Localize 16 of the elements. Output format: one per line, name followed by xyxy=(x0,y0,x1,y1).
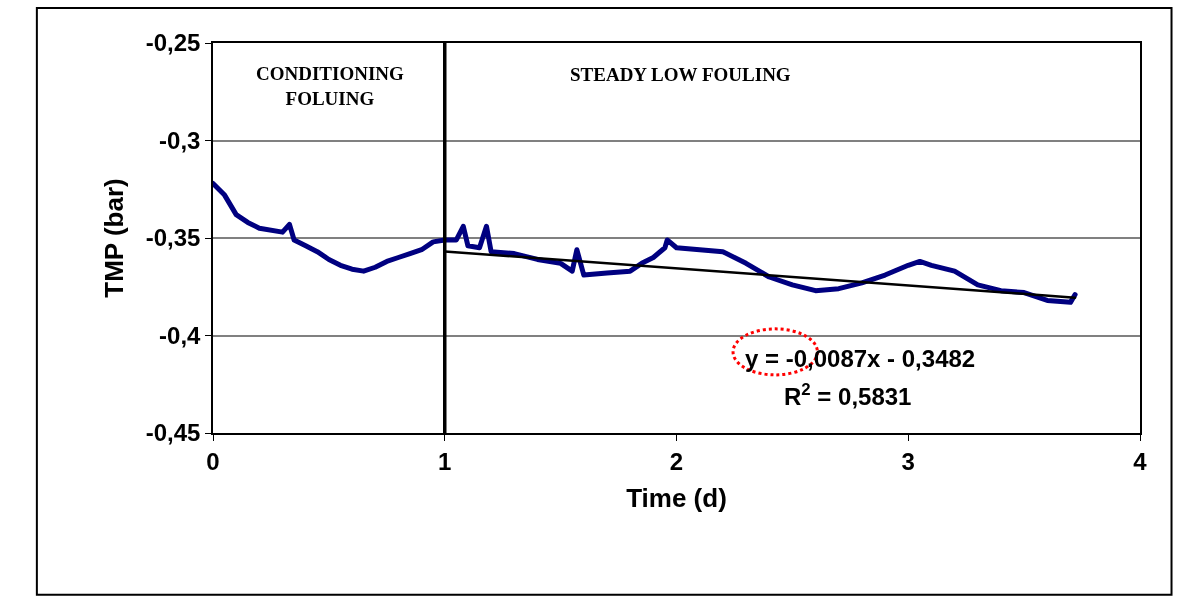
x-tick-label: 3 xyxy=(901,447,915,475)
x-tick-label: 2 xyxy=(669,447,684,475)
y-axis-title: TMP (bar) xyxy=(98,178,129,298)
x-tick-label: 0 xyxy=(206,447,220,475)
y-tick-label: -0,45 xyxy=(145,419,201,447)
y-tick-label: -0,35 xyxy=(145,224,201,252)
annotation: R$^{2}$ = 0,5831 xyxy=(784,380,912,411)
annotation: STEADY LOW FOULING xyxy=(570,64,791,85)
annotation: y = -0,0087x - 0,3482 xyxy=(745,345,976,372)
annotation: CONDITIONING FOLUING xyxy=(256,63,405,109)
y-tick-label: -0,4 xyxy=(159,321,202,349)
x-axis-title: Time (d) xyxy=(626,482,727,513)
y-tick-label: -0,3 xyxy=(159,126,201,154)
y-tick-label: -0,25 xyxy=(145,29,201,57)
x-tick-label: 4 xyxy=(1133,447,1148,475)
x-tick-label: 1 xyxy=(438,447,452,475)
